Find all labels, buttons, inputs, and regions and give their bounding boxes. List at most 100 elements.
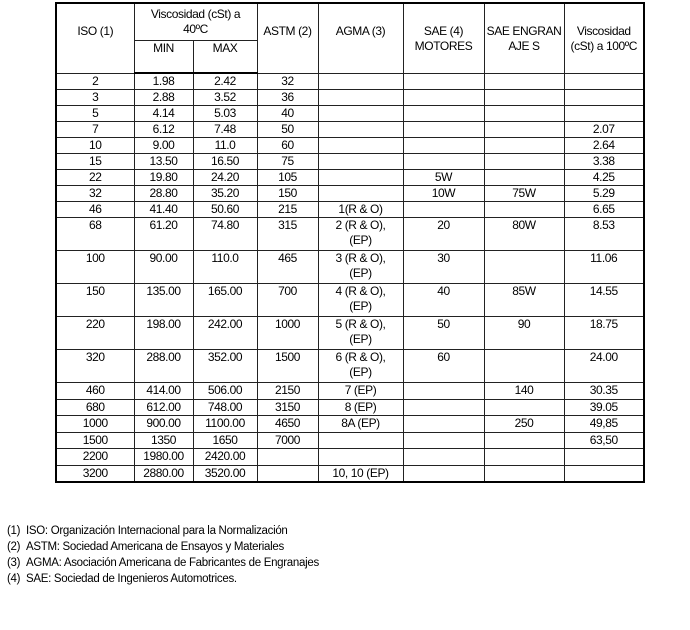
cell-viscosity-100c: 5.29 <box>563 185 645 202</box>
table-row: 2200 1980.00 2420.00 <box>55 448 645 466</box>
cell-astm: 215 <box>256 201 319 218</box>
cell-agma: 3 (R & O), (EP) <box>317 250 404 284</box>
cell-sae-motores: 30 <box>402 250 485 284</box>
cell-sae-engranajes <box>483 72 565 90</box>
cell-max: 11.0 <box>192 137 258 154</box>
cell-min: 288.00 <box>133 349 194 383</box>
cell-viscosity-100c: 63,50 <box>563 431 645 449</box>
cell-agma: 5 (R & O), (EP) <box>317 316 404 350</box>
cell-iso: 100 <box>55 250 135 284</box>
cell-sae-engranajes <box>483 448 565 466</box>
cell-viscosity-100c: 2.64 <box>563 137 645 154</box>
cell-max: 3.52 <box>192 89 258 106</box>
cell-iso: 22 <box>55 169 135 186</box>
cell-astm <box>256 448 319 466</box>
cell-min: 1.98 <box>133 72 194 90</box>
cell-sae-motores <box>402 121 485 138</box>
cell-agma: 2 (R & O), (EP) <box>317 217 404 251</box>
cell-astm: 315 <box>256 217 319 251</box>
footnote-text: SAE: Sociedad de Ingenieros Automotrices… <box>26 573 237 585</box>
cell-iso: 32 <box>55 185 135 202</box>
cell-agma: 6 (R & O), (EP) <box>317 349 404 383</box>
cell-sae-engranajes: 90 <box>483 316 565 350</box>
cell-sae-motores: 40 <box>402 283 485 317</box>
cell-sae-engranajes <box>483 137 565 154</box>
cell-min: 414.00 <box>133 382 194 400</box>
cell-iso: 460 <box>55 382 135 400</box>
table-body: 2 1.98 2.42 32 3 2.88 3.52 36 5 4.14 5.03 40 7 6.12 7.… <box>55 72 645 483</box>
cell-min: 6.12 <box>133 121 194 138</box>
cell-min: 1980.00 <box>133 448 194 466</box>
cell-iso: 2200 <box>55 448 135 466</box>
cell-min: 19.80 <box>133 169 194 186</box>
cell-min: 198.00 <box>133 316 194 350</box>
cell-iso: 68 <box>55 217 135 251</box>
cell-min: 612.00 <box>133 398 194 416</box>
header-sae-motores: SAE (4) MOTORES <box>402 2 485 74</box>
cell-sae-engranajes: 250 <box>483 415 565 433</box>
cell-sae-motores <box>402 398 485 416</box>
cell-sae-motores <box>402 382 485 400</box>
cell-iso: 2 <box>55 72 135 90</box>
cell-sae-engranajes: 85W <box>483 283 565 317</box>
cell-max: 3520.00 <box>192 464 258 483</box>
cell-astm: 465 <box>256 250 319 284</box>
cell-viscosity-100c: 30.35 <box>563 382 645 400</box>
cell-astm <box>256 464 319 483</box>
cell-agma <box>317 169 404 186</box>
cell-iso: 1000 <box>55 415 135 433</box>
cell-agma <box>317 137 404 154</box>
cell-sae-engranajes <box>483 349 565 383</box>
cell-min: 2.88 <box>133 89 194 106</box>
cell-max: 24.20 <box>192 169 258 186</box>
cell-sae-engranajes: 140 <box>483 382 565 400</box>
cell-min: 61.20 <box>133 217 194 251</box>
header-viscosity-100c: Viscosidad (cSt) a 100ºC <box>563 2 645 74</box>
cell-iso: 10 <box>55 137 135 154</box>
header-max: MAX <box>192 39 258 74</box>
cell-sae-engranajes <box>483 153 565 170</box>
cell-viscosity-100c <box>563 89 645 106</box>
cell-agma <box>317 185 404 202</box>
cell-sae-engranajes <box>483 250 565 284</box>
cell-agma <box>317 105 404 122</box>
cell-iso: 3 <box>55 89 135 106</box>
cell-viscosity-100c: 8.53 <box>563 217 645 251</box>
table-row: 7 6.12 7.48 50 2.07 <box>55 121 645 138</box>
cell-sae-motores: 50 <box>402 316 485 350</box>
cell-agma: 4 (R & O), (EP) <box>317 283 404 317</box>
footnote: (2) ASTM: Sociedad Americana de Ensayos y… <box>7 539 319 555</box>
cell-sae-engranajes <box>483 105 565 122</box>
cell-viscosity-100c: 4.25 <box>563 169 645 186</box>
cell-viscosity-100c <box>563 105 645 122</box>
footnote-number: (4) <box>7 573 21 585</box>
cell-max: 110.0 <box>192 250 258 284</box>
cell-agma <box>317 89 404 106</box>
header-min: MIN <box>133 39 194 74</box>
cell-min: 2880.00 <box>133 464 194 483</box>
cell-min: 9.00 <box>133 137 194 154</box>
footnote: (4) SAE: Sociedad de Ingenieros Automotri… <box>7 571 319 587</box>
cell-sae-motores <box>402 448 485 466</box>
cell-min: 28.80 <box>133 185 194 202</box>
cell-agma <box>317 72 404 90</box>
cell-agma: 8A (EP) <box>317 415 404 433</box>
table-row: 150 135.00 165.00 700 4 (R & O), (EP) 40 85W 14… <box>55 283 645 317</box>
cell-agma: 8 (EP) <box>317 398 404 416</box>
cell-sae-motores <box>402 105 485 122</box>
cell-viscosity-100c <box>563 464 645 483</box>
table-row: 5 4.14 5.03 40 <box>55 105 645 122</box>
table-row: 680 612.00 748.00 3150 8 (EP) 39.05 <box>55 398 645 416</box>
cell-max: 7.48 <box>192 121 258 138</box>
table-row: 1000 900.00 1100.00 4650 8A (EP) 250 49,85 <box>55 415 645 433</box>
footnote-text: AGMA: Asociación Americana de Fabricante… <box>26 557 319 569</box>
cell-viscosity-100c: 2.07 <box>563 121 645 138</box>
cell-viscosity-100c: 11.06 <box>563 250 645 284</box>
cell-astm: 4650 <box>256 415 319 433</box>
cell-agma: 1(R & O) <box>317 201 404 218</box>
cell-sae-motores: 20 <box>402 217 485 251</box>
cell-max: 2420.00 <box>192 448 258 466</box>
cell-astm: 60 <box>256 137 319 154</box>
cell-sae-engranajes <box>483 431 565 449</box>
table-row: 2 1.98 2.42 32 <box>55 72 645 90</box>
